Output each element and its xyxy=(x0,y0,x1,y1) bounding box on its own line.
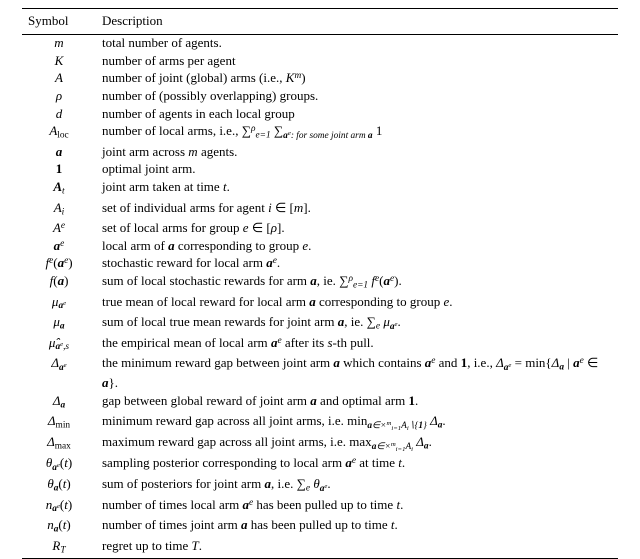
description-cell: set of individual arms for agent i ∈ [m]… xyxy=(96,199,618,220)
symbol-cell: a xyxy=(22,143,96,161)
symbol-cell: ρ xyxy=(22,88,96,106)
table-row: na(t)number of times joint arm a has bee… xyxy=(22,517,618,538)
symbol-cell: θae(t) xyxy=(22,455,96,476)
symbol-cell: Δmax xyxy=(22,434,96,455)
symbol-cell: μa xyxy=(22,314,96,335)
symbol-cell: ae xyxy=(22,237,96,255)
table-row: 1optimal joint arm. xyxy=(22,161,618,179)
symbol-cell: Ai xyxy=(22,199,96,220)
table-row: ρnumber of (possibly overlapping) groups… xyxy=(22,88,618,106)
table-row: Atjoint arm taken at time t. xyxy=(22,179,618,200)
symbol-cell: K xyxy=(22,52,96,70)
description-cell: true mean of local reward for local arm … xyxy=(96,293,618,314)
table-row: Alocnumber of local arms, i.e., ∑ρe=1 ∑a… xyxy=(22,123,618,144)
table-row: Δaethe minimum reward gap between joint … xyxy=(22,355,618,392)
description-cell: total number of agents. xyxy=(96,34,618,52)
description-cell: number of joint (global) arms (i.e., Km) xyxy=(96,70,618,88)
header-symbol: Symbol xyxy=(22,9,96,35)
description-cell: number of (possibly overlapping) groups. xyxy=(96,88,618,106)
description-cell: number of agents in each local group xyxy=(96,105,618,123)
symbol-cell: Δmin xyxy=(22,413,96,434)
table-row: Δagap between global reward of joint arm… xyxy=(22,392,618,413)
table-header-row: Symbol Description xyxy=(22,9,618,35)
table-row: f(a)sum of local stochastic rewards for … xyxy=(22,273,618,294)
symbol-cell: Aloc xyxy=(22,123,96,144)
description-cell: joint arm across m agents. xyxy=(96,143,618,161)
symbol-cell: RT xyxy=(22,537,96,558)
symbol-cell: A xyxy=(22,70,96,88)
table-row: θae(t)sampling posterior corresponding t… xyxy=(22,455,618,476)
symbol-cell: θa(t) xyxy=(22,475,96,496)
table-row: Δmaxmaximum reward gap across all joint … xyxy=(22,434,618,455)
table-row: mtotal number of agents. xyxy=(22,34,618,52)
table-row: μasum of local true mean rewards for joi… xyxy=(22,314,618,335)
description-cell: sampling posterior corresponding to loca… xyxy=(96,455,618,476)
table-row: Anumber of joint (global) arms (i.e., Km… xyxy=(22,70,618,88)
description-cell: set of local arms for group e ∈ [ρ]. xyxy=(96,220,618,238)
description-cell: joint arm taken at time t. xyxy=(96,179,618,200)
table-row: μaetrue mean of local reward for local a… xyxy=(22,293,618,314)
description-cell: stochastic reward for local arm ae. xyxy=(96,255,618,273)
symbol-cell: μ̂ae,s xyxy=(22,334,96,355)
table-row: fe(ae)stochastic reward for local arm ae… xyxy=(22,255,618,273)
table-row: RTregret up to time T. xyxy=(22,537,618,558)
table-row: Knumber of arms per agent xyxy=(22,52,618,70)
table-row: Aiset of individual arms for agent i ∈ [… xyxy=(22,199,618,220)
symbol-cell: d xyxy=(22,105,96,123)
description-cell: minimum reward gap across all joint arms… xyxy=(96,413,618,434)
description-cell: the empirical mean of local arm ae after… xyxy=(96,334,618,355)
symbol-cell: nae(t) xyxy=(22,496,96,517)
description-cell: gap between global reward of joint arm a… xyxy=(96,392,618,413)
header-description: Description xyxy=(96,9,618,35)
description-cell: sum of local stochastic rewards for arm … xyxy=(96,273,618,294)
table-row: nae(t)number of times local arm ae has b… xyxy=(22,496,618,517)
table-row: θa(t)sum of posteriors for joint arm a, … xyxy=(22,475,618,496)
symbol-cell: Δae xyxy=(22,355,96,392)
description-cell: sum of local true mean rewards for joint… xyxy=(96,314,618,335)
table-row: ajoint arm across m agents. xyxy=(22,143,618,161)
description-cell: number of times local arm ae has been pu… xyxy=(96,496,618,517)
description-cell: local arm of a corresponding to group e. xyxy=(96,237,618,255)
symbol-cell: μae xyxy=(22,293,96,314)
description-cell: regret up to time T. xyxy=(96,537,618,558)
symbol-cell: fe(ae) xyxy=(22,255,96,273)
table-row: dnumber of agents in each local group xyxy=(22,105,618,123)
description-cell: the minimum reward gap between joint arm… xyxy=(96,355,618,392)
notation-table: Symbol Description mtotal number of agen… xyxy=(22,8,618,559)
description-cell: number of arms per agent xyxy=(96,52,618,70)
description-cell: maximum reward gap across all joint arms… xyxy=(96,434,618,455)
table-body: mtotal number of agents.Knumber of arms … xyxy=(22,34,618,558)
description-cell: sum of posteriors for joint arm a, i.e. … xyxy=(96,475,618,496)
symbol-cell: f(a) xyxy=(22,273,96,294)
symbol-cell: na(t) xyxy=(22,517,96,538)
description-cell: number of times joint arm a has been pul… xyxy=(96,517,618,538)
table-row: aelocal arm of a corresponding to group … xyxy=(22,237,618,255)
symbol-cell: Δa xyxy=(22,392,96,413)
symbol-cell: Ae xyxy=(22,220,96,238)
symbol-cell: At xyxy=(22,179,96,200)
table-row: μ̂ae,sthe empirical mean of local arm ae… xyxy=(22,334,618,355)
table-row: Δminminimum reward gap across all joint … xyxy=(22,413,618,434)
symbol-cell: m xyxy=(22,34,96,52)
table-row: Aeset of local arms for group e ∈ [ρ]. xyxy=(22,220,618,238)
description-cell: number of local arms, i.e., ∑ρe=1 ∑ae: f… xyxy=(96,123,618,144)
symbol-cell: 1 xyxy=(22,161,96,179)
description-cell: optimal joint arm. xyxy=(96,161,618,179)
